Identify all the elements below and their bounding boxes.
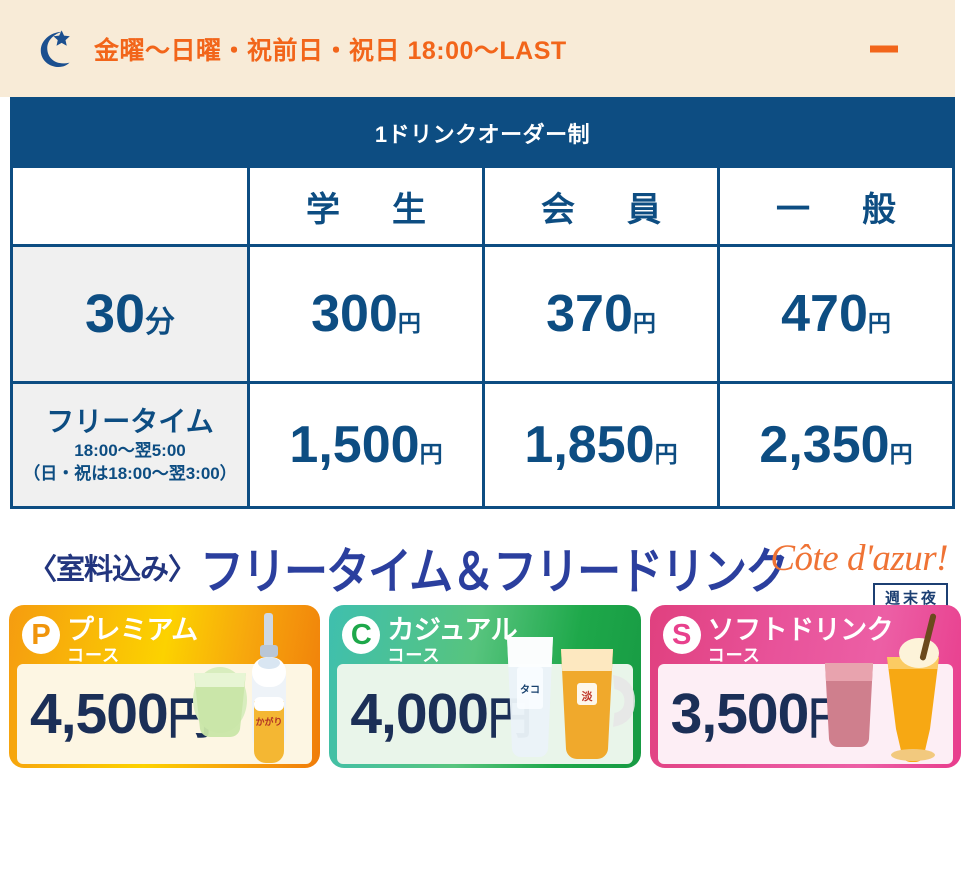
course-card-list: P プレミアム コース 4,500円 かがり <box>0 605 970 768</box>
course-card-premium[interactable]: P プレミアム コース 4,500円 かがり <box>9 605 321 768</box>
table-row: フリータイム 18:00〜翌5:00 （日・祝は18:00〜翌3:00） 1,5… <box>10 381 955 509</box>
freetime-freedrink-promo: 〈室料込み〉 フリータイム＆フリードリンク Côte d'azur! 週末夜 P… <box>0 528 970 783</box>
course-price-softdrink: 3,500円 <box>671 685 853 743</box>
course-subtitle: コース <box>387 646 441 665</box>
currency-unit: 円 <box>632 310 656 336</box>
table-header-row: 学 生 会 員 一 般 <box>10 165 955 247</box>
course-price-row: 4,500円 <box>17 664 313 764</box>
column-header-member: 会 員 <box>482 165 720 247</box>
course-price-casual: 4,000円 <box>350 685 532 743</box>
freetime-hours-holiday: （日・祝は18:00〜翌3:00） <box>23 464 237 484</box>
price-value: 3,500 <box>670 681 810 746</box>
currency-unit: 円 <box>867 310 891 336</box>
price-value: 1,850 <box>524 416 655 474</box>
course-title: ソフトドリンク <box>707 615 894 645</box>
row-label-freetime: フリータイム 18:00〜翌5:00 （日・祝は18:00〜翌3:00） <box>10 381 250 509</box>
column-header-student: 学 生 <box>247 165 485 247</box>
promo-headline: 〈室料込み〉 フリータイム＆フリードリンク <box>0 528 970 605</box>
price-cell-30min-general: 470円 <box>717 244 955 384</box>
row-label-30min: 30分 <box>10 244 250 384</box>
price-value: 1,500 <box>289 416 420 474</box>
price-cell-30min-student: 300円 <box>247 244 485 384</box>
price-cell-freetime-student: 1,500円 <box>247 381 485 509</box>
price-cell-freetime-general: 2,350円 <box>717 381 955 509</box>
currency-unit: 円 <box>487 693 532 743</box>
course-price-row: 3,500円 <box>657 664 953 764</box>
crescent-moon-star-icon <box>40 29 70 67</box>
course-title: カジュアル <box>387 615 518 645</box>
price-30min-student: 300円 <box>250 288 482 340</box>
price-value: 2,350 <box>759 416 890 474</box>
course-price-premium: 4,500円 <box>30 685 212 743</box>
course-badge-s: S <box>662 616 701 654</box>
currency-unit: 円 <box>654 441 678 467</box>
price-value: 300 <box>311 285 398 343</box>
column-header-general: 一 般 <box>717 165 955 247</box>
drink-order-banner: 1ドリンクオーダー制 <box>10 97 955 168</box>
brand-lockup: Côte d'azur! 週末夜 <box>738 538 949 613</box>
course-title-block: カジュアル コース <box>387 615 518 665</box>
price-value: 4,500 <box>30 681 169 746</box>
price-value: 4,000 <box>350 681 489 746</box>
schedule-accordion-header[interactable]: 金曜〜日曜・祝前日・祝日 18:00〜LAST <box>0 0 955 97</box>
currency-unit: 円 <box>167 693 212 743</box>
course-badge-p: P <box>22 616 60 654</box>
column-header-blank <box>10 165 250 247</box>
table-row: 30分 300円 370円 470円 <box>10 244 955 384</box>
course-price-row: 4,000円 <box>337 664 633 764</box>
row-label-30min-text: 30分 <box>13 287 247 341</box>
duration-value: 30 <box>84 284 146 344</box>
price-freetime-general: 2,350円 <box>720 419 952 471</box>
course-card-softdrink[interactable]: S ソフトドリンク コース 3,500円 <box>649 605 961 768</box>
freetime-hours: 18:00〜翌5:00 <box>74 440 186 460</box>
course-title-block: プレミアム コース <box>67 615 198 665</box>
course-subtitle: コース <box>67 646 121 665</box>
accordion-collapse-button[interactable] <box>870 45 898 52</box>
promo-headline-text: フリータイム＆フリードリンク <box>200 544 789 599</box>
currency-unit: 円 <box>889 441 913 467</box>
currency-unit: 円 <box>397 310 421 336</box>
price-value: 470 <box>781 285 868 343</box>
price-30min-general: 470円 <box>720 288 952 340</box>
price-cell-freetime-member: 1,850円 <box>482 381 720 509</box>
brand-logo-text: Côte d'azur! <box>770 538 948 579</box>
price-table: 1ドリンクオーダー制 学 生 会 員 一 般 30分 300円 370円 <box>10 97 955 509</box>
course-card-header: S ソフトドリンク コース <box>655 610 956 665</box>
price-freetime-student: 1,500円 <box>250 419 482 471</box>
price-30min-member: 370円 <box>485 288 717 340</box>
course-badge-c: C <box>342 616 381 654</box>
course-title: プレミアム <box>67 615 198 645</box>
price-value: 370 <box>546 285 633 343</box>
course-card-header: P プレミアム コース <box>14 610 315 665</box>
price-table-container: 1ドリンクオーダー制 学 生 会 員 一 般 30分 300円 370円 <box>10 97 955 509</box>
promo-prefix-label: 〈室料込み〉 <box>28 553 197 586</box>
price-freetime-member: 1,850円 <box>485 419 717 471</box>
freetime-title: フリータイム <box>46 405 214 437</box>
course-card-casual[interactable]: C カジュアル コース 4,000円 タコ 淡 <box>329 605 641 768</box>
currency-unit: 円 <box>419 441 443 467</box>
course-title-block: ソフトドリンク コース <box>707 615 894 665</box>
currency-unit: 円 <box>808 693 852 743</box>
course-subtitle: コース <box>707 646 761 665</box>
duration-unit: 分 <box>145 306 176 339</box>
accordion-title: 金曜〜日曜・祝前日・祝日 18:00〜LAST <box>94 36 567 65</box>
table-banner-row: 1ドリンクオーダー制 <box>10 97 955 168</box>
course-card-header: C カジュアル コース <box>334 610 635 665</box>
price-cell-30min-member: 370円 <box>482 244 720 384</box>
